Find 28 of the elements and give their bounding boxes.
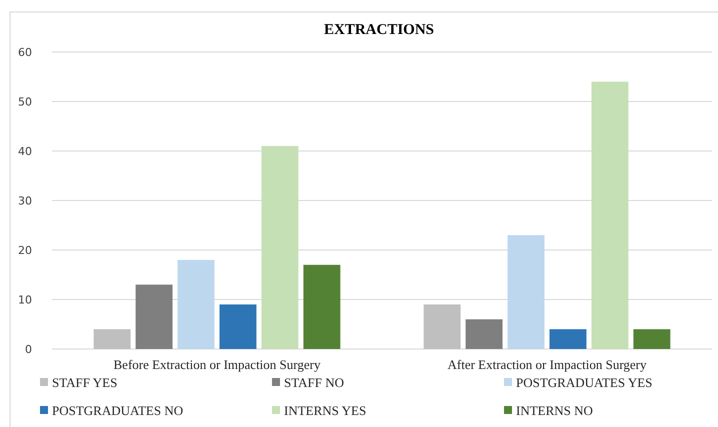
- chart-title: EXTRACTIONS: [324, 22, 434, 38]
- legend-label: INTERNS NO: [516, 403, 593, 418]
- x-tick-label: Before Extraction or Impaction Surgery: [114, 357, 321, 372]
- y-tick-label: 30: [18, 194, 32, 208]
- bar: [220, 304, 256, 349]
- bar: [424, 304, 461, 349]
- legend-label: INTERNS YES: [284, 403, 366, 418]
- y-tick-label: 10: [18, 294, 32, 306]
- y-tick-label: 0: [25, 343, 32, 356]
- legend-label: POSTGRADUATES YES: [516, 375, 652, 390]
- y-tick-label: 40: [18, 145, 32, 158]
- legend-label: STAFF YES: [52, 375, 118, 390]
- bar: [591, 82, 628, 349]
- bar: [94, 329, 131, 349]
- bar: [303, 264, 340, 349]
- bar: [261, 146, 298, 349]
- bar: [550, 329, 586, 349]
- bar: [633, 329, 670, 349]
- x-tick-label: After Extraction or Impaction Surgery: [447, 357, 648, 372]
- legend-label: POSTGRADUATES NO: [52, 403, 184, 418]
- y-tick-label: 60: [18, 46, 32, 59]
- bar: [178, 260, 214, 349]
- bar: [508, 235, 544, 349]
- y-tick-label: 20: [18, 244, 32, 257]
- bar: [466, 319, 503, 349]
- y-tick-label: 50: [18, 96, 32, 108]
- bar: [136, 284, 173, 349]
- legend-label: STAFF NO: [284, 375, 344, 390]
